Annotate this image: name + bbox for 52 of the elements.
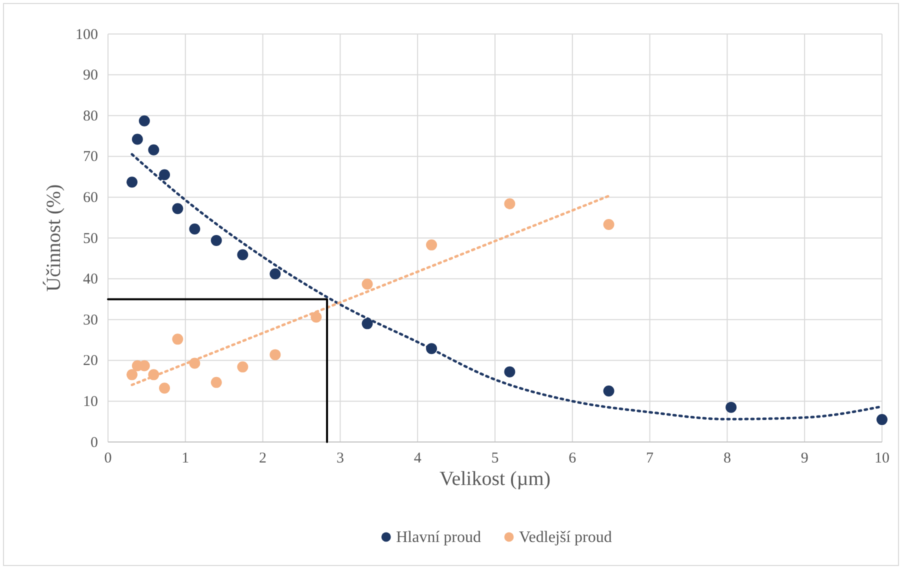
point [132, 134, 143, 145]
point [270, 268, 281, 280]
point [237, 249, 248, 260]
point [504, 198, 516, 210]
x-tick-label: 8 [723, 450, 731, 467]
y-tick-label: 70 [83, 149, 98, 166]
point [310, 312, 322, 323]
point [726, 402, 737, 413]
x-tick-label: 0 [104, 450, 112, 467]
y-tick-label: 50 [83, 230, 98, 247]
legend-label: Vedlejší proud [519, 529, 612, 546]
y-tick-label: 100 [76, 26, 98, 43]
x-tick-label: 10 [874, 450, 890, 467]
point [172, 334, 184, 345]
y-tick-label: 0 [90, 434, 98, 451]
point [270, 349, 281, 360]
x-tick-label: 9 [800, 450, 808, 467]
y-tick-label: 20 [83, 353, 98, 370]
y-tick-label: 40 [83, 272, 98, 288]
point [138, 115, 150, 126]
point [504, 366, 516, 378]
y-axis-title: Účinnost (%) [42, 184, 65, 292]
point [210, 234, 222, 246]
point [362, 278, 373, 290]
point [189, 224, 200, 235]
point [126, 369, 138, 380]
point [159, 382, 170, 394]
point [237, 361, 248, 372]
x-axis-title: Velikost (µm) [440, 468, 550, 490]
x-tick-label: 3 [336, 450, 344, 467]
point [126, 176, 138, 188]
x-tick-label: 5 [491, 450, 499, 467]
point [426, 239, 438, 250]
point [603, 386, 614, 396]
point [603, 219, 614, 230]
y-tick-label: 60 [83, 190, 98, 206]
x-tick-label: 1 [182, 450, 190, 467]
legend-label: Hlavní proud [396, 529, 481, 546]
point [210, 376, 222, 388]
point [876, 414, 888, 426]
point [159, 169, 170, 180]
y-tick-label: 80 [83, 108, 98, 124]
point [148, 144, 160, 156]
x-tick-label: 4 [414, 450, 422, 467]
x-tick-label: 6 [568, 450, 577, 467]
x-tick-label: 2 [259, 450, 267, 467]
point [172, 203, 184, 214]
y-tick-label: 10 [83, 394, 98, 410]
point [362, 318, 373, 330]
y-tick-label: 30 [83, 312, 98, 328]
y-tick-label: 90 [83, 68, 98, 84]
x-tick-label: 7 [646, 450, 654, 467]
